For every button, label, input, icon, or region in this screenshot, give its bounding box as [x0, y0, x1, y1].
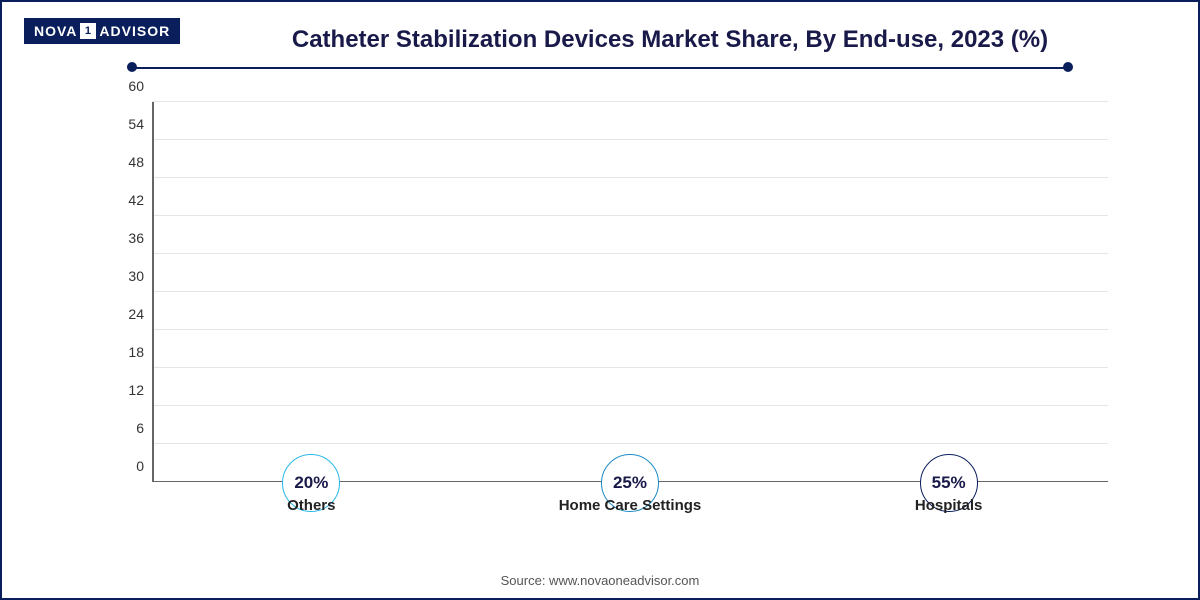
- y-tick-label: 30: [114, 268, 144, 284]
- y-tick-label: 48: [114, 154, 144, 170]
- x-tick-label: Home Care Settings: [550, 497, 710, 514]
- y-tick-label: 12: [114, 382, 144, 398]
- y-axis: 06121824303642485460: [112, 102, 152, 482]
- y-tick-label: 24: [114, 306, 144, 322]
- x-tick-label: Hospitals: [869, 497, 1029, 514]
- chart-title: Catheter Stabilization Devices Market Sh…: [12, 26, 1188, 54]
- title-divider: [132, 62, 1068, 72]
- y-tick-label: 36: [114, 230, 144, 246]
- y-tick-label: 18: [114, 344, 144, 360]
- chart-area: 06121824303642485460 20%25%55% OthersHom…: [112, 92, 1128, 532]
- source-text: Source: www.novaoneadvisor.com: [2, 573, 1198, 588]
- x-labels: Others Home Care Settings Hospitals: [152, 497, 1108, 514]
- logo-box: 1: [80, 23, 96, 39]
- y-tick-label: 54: [114, 116, 144, 132]
- logo-text-after: ADVISOR: [99, 23, 170, 39]
- y-tick-label: 6: [114, 420, 144, 436]
- chart-container: NOVA 1 ADVISOR Catheter Stabilization De…: [0, 0, 1200, 600]
- plot-area: 20%25%55%: [152, 102, 1108, 482]
- y-tick-label: 42: [114, 192, 144, 208]
- brand-logo: NOVA 1 ADVISOR: [24, 18, 180, 44]
- bars-container: 20%25%55%: [152, 102, 1108, 482]
- y-tick-label: 0: [114, 458, 144, 474]
- logo-text-before: NOVA: [34, 23, 77, 39]
- x-tick-label: Others: [231, 497, 391, 514]
- y-tick-label: 60: [114, 78, 144, 94]
